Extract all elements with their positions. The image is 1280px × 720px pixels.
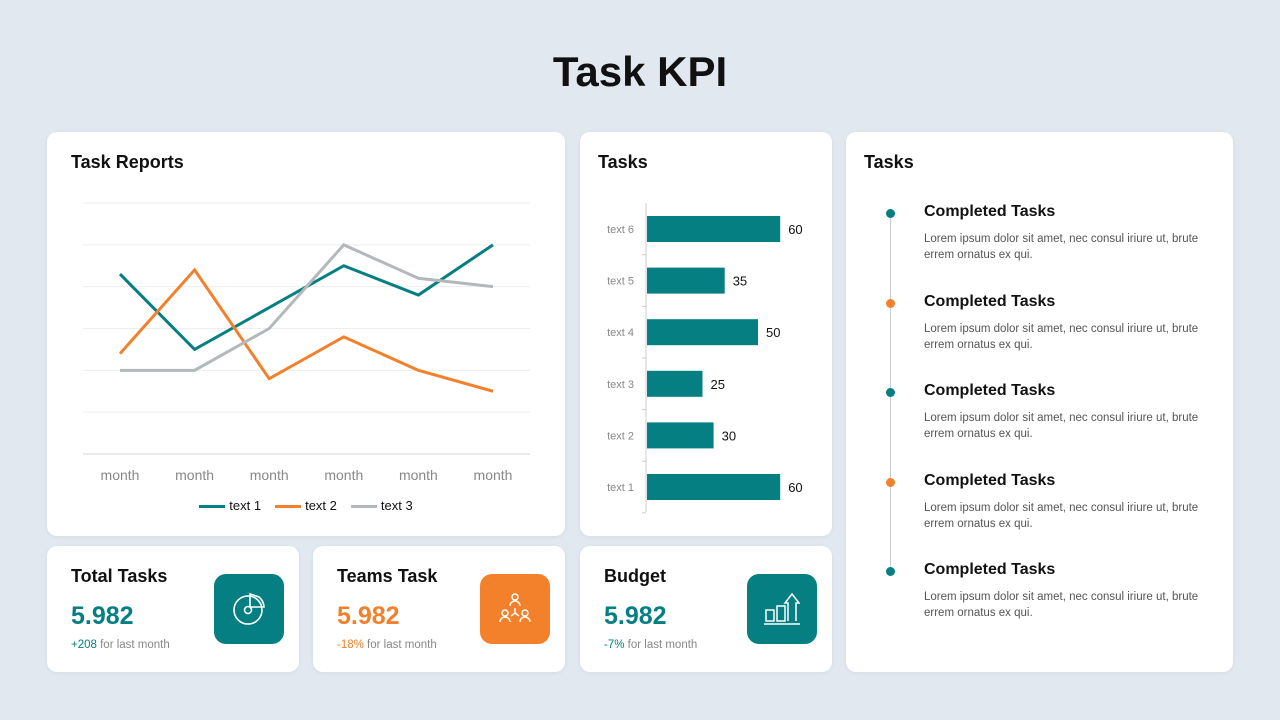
legend-label: text 2 [305,498,337,513]
y-tick-label: text 5 [607,276,634,288]
y-tick-label: text 3 [607,379,634,391]
tasks-bar-card: Tasks text 6 60 text 5 35 text 4 50 text 3 25 te… [580,132,832,536]
kpi-title: Teams Task [337,566,438,586]
timeline-item: Completed Tasks Lorem ipsum dolor sit ame… [924,203,1214,263]
team-icon [480,574,550,644]
task-reports-card: Task Reports month month month month month mo… [47,132,565,536]
timeline-dot [886,567,895,576]
legend-label: text 1 [229,498,262,513]
kpi-value: 5.982 [337,602,400,630]
bar [647,216,781,242]
y-tick-label: text 1 [607,482,634,494]
y-tick-label: text 2 [607,430,634,442]
line-chart: month month month month month month [83,202,530,483]
timeline-item-title: Completed Tasks [924,382,1056,399]
card-title: Tasks [598,152,648,172]
y-tick-label: text 4 [607,327,634,339]
legend-item: text 1 [199,498,261,513]
card-title: Tasks [864,152,914,172]
data-label: 35 [733,274,747,289]
kpi-title: Total Tasks [71,566,168,586]
x-tick-label: month [399,467,438,483]
kpi-change-value: +208 [71,639,97,651]
legend-item: text 2 [275,498,337,513]
bar [647,474,781,500]
timeline-item: Completed Tasks Lorem ipsum dolor sit ame… [924,382,1214,442]
series-line-3 [120,243,494,372]
kpi-change-value: -18% [337,639,364,651]
x-tick-label: month [101,467,140,483]
timeline-item: Completed Tasks Lorem ipsum dolor sit ame… [924,472,1214,532]
kpi-value: 5.982 [604,602,667,630]
timeline-dot [886,388,895,397]
kpi-card: Budget 5.982 -7% for last month [580,546,832,672]
timeline-dot [886,209,895,218]
timeline-item-title: Completed Tasks [924,203,1056,220]
kpi-change-suffix: for last month [96,639,170,651]
x-tick-label: month [474,467,513,483]
pie-chart-icon [214,574,284,644]
bar [647,422,714,449]
kpi-value: 5.982 [71,602,134,630]
card-title: Task Reports [71,152,184,172]
data-label: 30 [722,428,736,443]
timeline-item-title: Completed Tasks [924,561,1056,578]
bar-chart: text 6 60 text 5 35 text 4 50 text 3 25 text 2 30… [607,203,803,514]
timeline-item: Completed Tasks Lorem ipsum dolor sit ame… [924,561,1214,621]
kpi-change-suffix: for last month [624,639,698,651]
legend-item: text 3 [350,498,413,513]
timeline-item-title: Completed Tasks [924,471,1056,489]
page-title: Task KPI [552,48,728,95]
y-tick-label: text 6 [607,224,634,236]
timeline-dot [886,298,895,308]
timeline-item-text: Lorem ipsum dolor sit amet, nec consul i… [924,591,1199,619]
timeline-dot [886,477,895,487]
timeline-item-title: Completed Tasks [924,292,1056,310]
data-label: 60 [788,480,802,495]
kpi-change-value: -7% [604,639,625,651]
kpi-change-suffix: for last month [363,639,437,651]
x-tick-label: month [250,467,289,483]
bar [647,267,725,294]
legend-label: text 3 [380,498,413,513]
data-label: 25 [711,377,725,392]
kpi-card: Teams Task 5.982 -18% for last month [313,546,565,672]
data-label: 50 [766,325,780,340]
growth-chart-icon [747,574,817,644]
timeline-item-text: Lorem ipsum dolor sit amet, nec consul i… [924,322,1199,351]
chart-legend: text 1 text 2 text 3 [47,498,565,513]
timeline-item-text: Lorem ipsum dolor sit amet, nec consul i… [924,501,1199,530]
timeline-item: Completed Tasks Lorem ipsum dolor sit ame… [924,293,1214,353]
kpi-title: Budget [604,566,666,586]
series-line-1 [118,243,494,352]
kpi-change: +208 for last month [71,639,170,651]
bar [647,319,758,346]
bar [647,370,703,397]
series-line-2 [118,267,494,393]
timeline-item-text: Lorem ipsum dolor sit amet, nec consul i… [924,233,1199,261]
kpi-card: Total Tasks 5.982 +208 for last month [47,546,299,672]
x-tick-label: month [324,467,363,483]
kpi-change: -18% for last month [337,639,437,651]
kpi-change: -7% for last month [604,639,697,651]
data-label: 60 [788,222,802,237]
timeline-card: Tasks Completed Tasks Lorem ipsum dolor s… [846,132,1233,672]
x-tick-label: month [175,467,214,483]
timeline-item-text: Lorem ipsum dolor sit amet, nec consul i… [924,412,1199,440]
